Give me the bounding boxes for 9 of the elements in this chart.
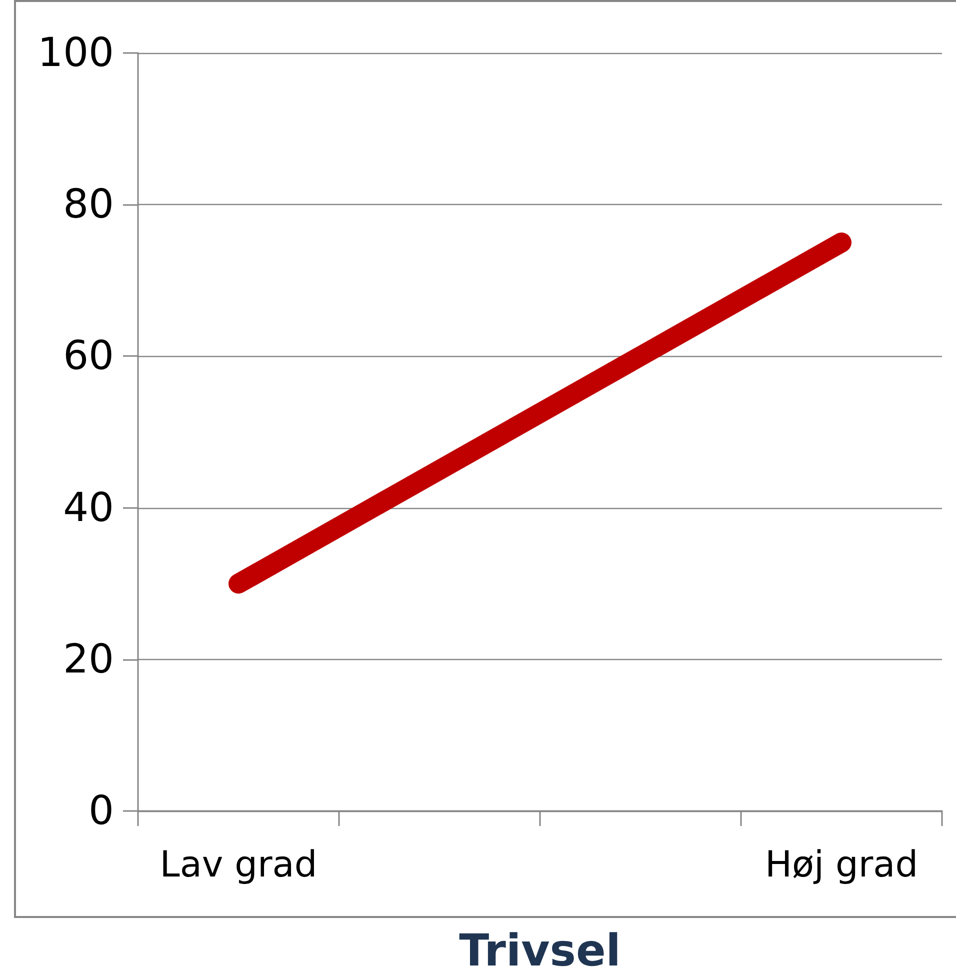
y-tick-label: 100 [38, 30, 114, 76]
y-tick-label: 80 [63, 182, 114, 228]
x-axis-title: Trivsel [459, 926, 621, 976]
y-tick-label: 20 [63, 636, 114, 682]
x-tick-label: Høj grad [764, 844, 918, 886]
y-tick-label: 0 [88, 788, 114, 834]
y-tick-label: 40 [63, 484, 114, 531]
y-tick-label: 60 [63, 333, 114, 380]
x-tick-label: Lav grad [160, 844, 318, 886]
